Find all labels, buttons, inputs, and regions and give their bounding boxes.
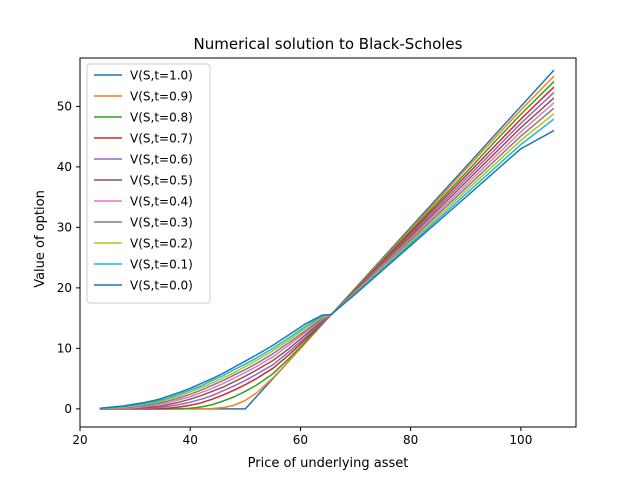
y-tick-label-1: 10 [57, 341, 72, 355]
series-line-10 [99, 129, 555, 409]
series-line-8 [99, 113, 555, 410]
legend-label-10: V(S,t=0.0) [130, 279, 193, 293]
y-axis-label: Value of option [33, 190, 48, 288]
x-tick-label-0: 20 [72, 433, 87, 447]
axes-frame [79, 57, 577, 428]
legend-label-4: V(S,t=0.6) [130, 153, 193, 167]
series-line-3 [99, 86, 555, 410]
series-line-4 [99, 91, 555, 410]
y-tick-label-3: 30 [57, 220, 72, 234]
legend-label-7: V(S,t=0.3) [130, 216, 193, 230]
legend-label-5: V(S,t=0.5) [130, 174, 193, 188]
y-tick-label-2: 20 [57, 281, 72, 295]
series-line-6 [99, 102, 555, 410]
legend-label-0: V(S,t=1.0) [130, 69, 193, 83]
x-tick-label-4: 100 [509, 433, 532, 447]
legend-label-8: V(S,t=0.2) [130, 237, 193, 251]
y-tick-label-4: 40 [57, 160, 72, 174]
series-line-7 [99, 107, 555, 410]
series-line-5 [99, 97, 555, 410]
legend-label-3: V(S,t=0.7) [130, 132, 193, 146]
chart-title: Numerical solution to Black-Scholes [194, 35, 463, 53]
legend: V(S,t=1.0) V(S,t=0.9) V(S,t=0.8) V(S,t=0.7)… [86, 63, 211, 304]
x-tick-label-3: 80 [403, 433, 418, 447]
x-tick-label-1: 40 [183, 433, 198, 447]
axis-ticks: 20 40 60 80 100 0 10 20 30 40 50 [57, 99, 533, 447]
legend-label-9: V(S,t=0.1) [130, 258, 193, 272]
y-tick-label-0: 0 [64, 402, 72, 416]
x-tick-label-2: 60 [293, 433, 308, 447]
legend-label-6: V(S,t=0.4) [130, 195, 193, 209]
series-line-9 [99, 118, 555, 410]
x-axis-label: Price of underlying asset [248, 456, 409, 471]
y-tick-label-5: 50 [57, 99, 72, 113]
legend-label-1: V(S,t=0.9) [130, 90, 193, 104]
legend-label-2: V(S,t=0.8) [130, 111, 193, 125]
plot-lines [99, 69, 555, 410]
